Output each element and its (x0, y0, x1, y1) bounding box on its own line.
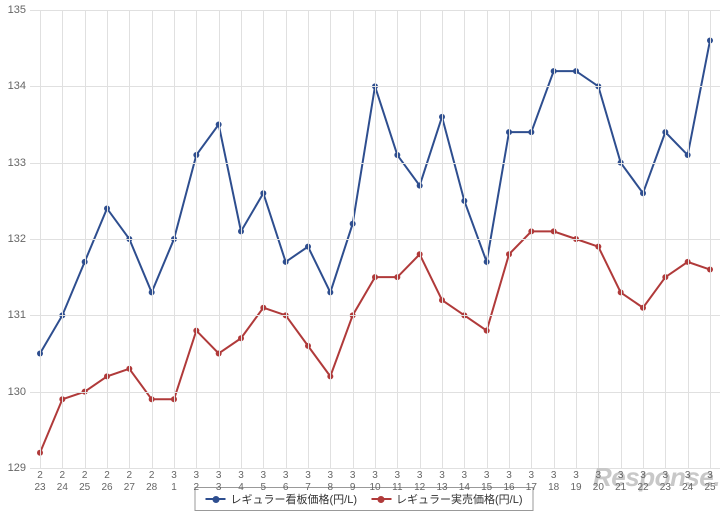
gridline-v (420, 10, 421, 468)
y-tick-label: 132 (0, 233, 26, 245)
x-tick-label: 318 (548, 470, 559, 494)
y-tick-label: 133 (0, 157, 26, 169)
x-tick-label: 322 (637, 470, 648, 494)
x-tick-label: 321 (615, 470, 626, 494)
x-tick-label: 314 (459, 470, 470, 494)
gridline-v (464, 10, 465, 468)
x-tick-label: 31 (171, 470, 177, 494)
y-tick-label: 130 (0, 386, 26, 398)
x-tick-label: 310 (369, 470, 380, 494)
gridline-v (598, 10, 599, 468)
y-tick-label: 134 (0, 80, 26, 92)
x-tick-label: 36 (283, 470, 289, 494)
x-tick-label: 227 (124, 470, 135, 494)
gridline-v (442, 10, 443, 468)
x-tick-label: 323 (660, 470, 671, 494)
legend-swatch-0 (206, 495, 226, 503)
gridline-v (308, 10, 309, 468)
gridline-v (621, 10, 622, 468)
gridline-v (263, 10, 264, 468)
y-tick-label: 129 (0, 462, 26, 474)
x-tick-label: 33 (216, 470, 222, 494)
x-tick-label: 37 (305, 470, 311, 494)
x-tick-label: 32 (194, 470, 200, 494)
gridline-v (241, 10, 242, 468)
x-tick-label: 224 (57, 470, 68, 494)
gridline-v (487, 10, 488, 468)
x-tick-label: 38 (328, 470, 334, 494)
x-tick-label: 320 (593, 470, 604, 494)
gridline-v (286, 10, 287, 468)
x-tick-label: 324 (682, 470, 693, 494)
gridline-v (129, 10, 130, 468)
gridline-v (710, 10, 711, 468)
gridline-v (62, 10, 63, 468)
gridline-v (688, 10, 689, 468)
x-tick-label: 319 (570, 470, 581, 494)
gridline-v (40, 10, 41, 468)
x-tick-label: 39 (350, 470, 356, 494)
gridline-v (353, 10, 354, 468)
x-tick-label: 315 (481, 470, 492, 494)
gridline-v (531, 10, 532, 468)
legend-swatch-1 (371, 495, 391, 503)
x-tick-label: 313 (436, 470, 447, 494)
gridline-v (330, 10, 331, 468)
chart-container: レギュラー看板価格(円/L) レギュラー実売価格(円/L) Response. … (0, 0, 728, 517)
x-tick-label: 223 (34, 470, 45, 494)
x-tick-label: 316 (503, 470, 514, 494)
gridline-v (107, 10, 108, 468)
x-tick-label: 311 (392, 470, 402, 494)
legend-label-0: レギュラー看板価格(円/L) (231, 491, 358, 507)
gridline-v (219, 10, 220, 468)
x-tick-label: 225 (79, 470, 90, 494)
gridline-v (509, 10, 510, 468)
gridline-v (665, 10, 666, 468)
watermark: Response. (593, 462, 720, 493)
legend-item-series-0: レギュラー看板価格(円/L) (206, 491, 358, 507)
x-tick-label: 226 (101, 470, 112, 494)
gridline-v (576, 10, 577, 468)
gridline-v (85, 10, 86, 468)
gridline-v (643, 10, 644, 468)
gridline-v (174, 10, 175, 468)
gridline-v (397, 10, 398, 468)
y-tick-label: 135 (0, 4, 26, 16)
gridline-v (375, 10, 376, 468)
x-tick-label: 312 (414, 470, 425, 494)
y-tick-label: 131 (0, 309, 26, 321)
x-tick-label: 35 (261, 470, 267, 494)
x-tick-label: 228 (146, 470, 157, 494)
gridline-v (196, 10, 197, 468)
plot-area (30, 10, 720, 468)
gridline-v (554, 10, 555, 468)
gridline-v (152, 10, 153, 468)
x-tick-label: 325 (704, 470, 715, 494)
x-tick-label: 317 (526, 470, 537, 494)
x-tick-label: 34 (238, 470, 244, 494)
